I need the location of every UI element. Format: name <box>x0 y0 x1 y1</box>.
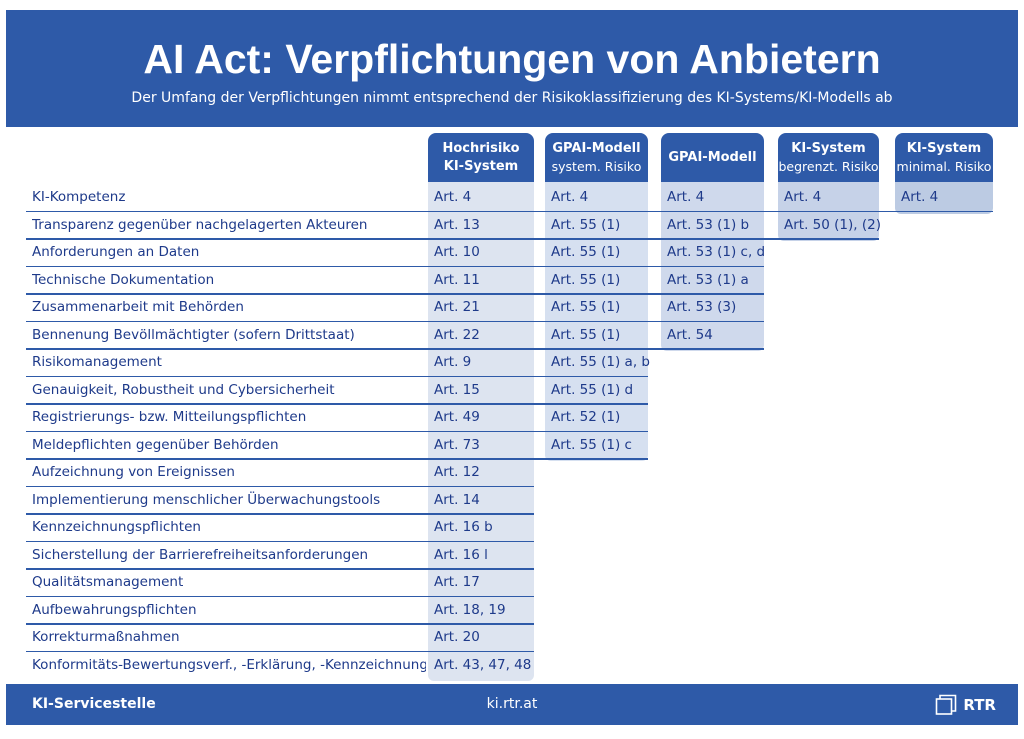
article-cell: Art. 18, 19 <box>434 601 506 618</box>
article-cell: Art. 20 <box>434 629 480 645</box>
row-divider <box>26 238 879 240</box>
article-cell: Art. 55 (1) <box>551 244 621 260</box>
article-cell: Art. 55 (1) <box>551 326 621 343</box>
rtr-logo: RTR <box>935 693 996 716</box>
article-cell: Art. 11 <box>434 271 480 288</box>
page-title: AI Act: Verpflichtungen von Anbietern <box>143 36 881 82</box>
row-label: KI-Kompetenz <box>32 189 126 205</box>
article-cell: Art. 53 (1) c, d <box>667 244 766 260</box>
column-header: Hochrisiko KI-System <box>428 133 534 182</box>
article-cell: Art. 53 (1) b <box>667 216 750 233</box>
article-cell: Art. 12 <box>434 464 480 480</box>
article-cell: Art. 52 (1) <box>551 409 621 425</box>
article-cell: Art. 16 b <box>434 519 493 535</box>
article-cell: Art. 55 (1) <box>551 216 621 233</box>
row-divider <box>26 650 534 652</box>
article-cell: Art. 73 <box>434 436 480 453</box>
row-divider <box>26 458 648 460</box>
row-label: Implementierung menschlicher Überwachung… <box>32 491 381 508</box>
article-cell: Art. 10 <box>434 244 480 260</box>
article-cell: Art. 50 (1), (2) <box>784 216 881 233</box>
row-divider <box>26 320 764 322</box>
column-header-subtitle: KI-System <box>443 158 519 174</box>
article-cell: Art. 53 (1) a <box>667 271 749 288</box>
article-cell: Art. 4 <box>551 189 589 205</box>
row-label: Bennenung Bevöllmächtigter (sofern Dritt… <box>32 326 355 343</box>
page-subtitle: Der Umfang der Verpflichtungen nimmt ent… <box>131 90 893 106</box>
row-divider <box>26 430 648 432</box>
row-divider <box>26 485 534 487</box>
rtr-logo-text: RTR <box>963 695 996 714</box>
footer-bar: KI-Servicestelle ki.rtr.at RTR <box>6 684 1018 725</box>
row-label: Anforderungen an Daten <box>32 244 200 260</box>
article-cell: Art. 55 (1) c <box>551 436 632 453</box>
column-header-title: KI-System <box>791 140 866 156</box>
column-header-title: GPAI-Modell <box>668 149 757 165</box>
column-header: KI-System begrenzt. Risiko <box>778 133 879 182</box>
article-cell: Art. 55 (1) a, b <box>551 354 650 370</box>
column-header: KI-System minimal. Risiko <box>895 133 993 182</box>
article-cell: Art. 55 (1) d <box>551 381 634 398</box>
article-cell: Art. 16 l <box>434 546 488 563</box>
article-cell: Art. 4 <box>784 189 822 205</box>
row-label: Aufzeichnung von Ereignissen <box>32 464 235 480</box>
article-cell: Art. 14 <box>434 491 480 508</box>
row-divider <box>26 595 534 597</box>
row-label: Transparenz gegenüber nachgelagerten Akt… <box>32 216 368 233</box>
rtr-logo-icon <box>936 694 957 715</box>
row-divider <box>26 375 648 377</box>
row-divider <box>26 265 764 267</box>
article-cell: Art. 21 <box>434 299 480 315</box>
column-header-subtitle: minimal. Risiko <box>896 158 992 174</box>
column-header: GPAI-Modell <box>661 133 764 182</box>
footer-url-link[interactable]: ki.rtr.at <box>486 696 538 712</box>
article-cell: Art. 22 <box>434 326 480 343</box>
article-cell: Art. 13 <box>434 216 480 233</box>
column-header-subtitle: system. Risiko <box>551 158 642 174</box>
row-divider <box>26 513 534 515</box>
article-cell: Art. 4 <box>667 189 705 205</box>
row-label: Risikomanagement <box>32 354 162 370</box>
column-header: GPAI-Modell system. Risiko <box>545 133 648 182</box>
row-label: Meldepflichten gegenüber Behörden <box>32 436 279 453</box>
article-cell: Art. 55 (1) <box>551 299 621 315</box>
article-cell: Art. 49 <box>434 409 480 425</box>
row-divider <box>26 623 534 625</box>
column-header-title: Hochrisiko <box>442 140 520 156</box>
row-label: Aufbewahrungspflichten <box>32 601 197 618</box>
article-cell: Art. 4 <box>434 189 472 205</box>
row-label: Kennzeichnungspflichten <box>32 519 201 535</box>
row-divider <box>26 540 534 542</box>
column-background <box>895 182 993 214</box>
row-label: Qualitätsmanagement <box>32 574 184 590</box>
row-divider <box>26 568 534 570</box>
row-label: Sicherstellung der Barrierefreiheitsanfo… <box>32 546 369 563</box>
column-header-subtitle: begrenzt. Risiko <box>778 158 879 174</box>
row-label: Registrierungs- bzw. Mitteilungspflichte… <box>32 409 307 425</box>
article-cell: Art. 53 (3) <box>667 299 737 315</box>
row-label: Konformitäts-Bewertungsverf., -Erklärung… <box>32 656 426 673</box>
footer-org-name: KI-Servicestelle <box>32 696 156 712</box>
column-header-title: GPAI-Modell <box>552 140 641 156</box>
row-divider <box>26 403 648 405</box>
row-label: Zusammenarbeit mit Behörden <box>32 299 244 315</box>
article-cell: Art. 54 <box>667 326 713 343</box>
article-cell: Art. 4 <box>901 189 939 205</box>
row-divider <box>26 293 764 295</box>
row-divider <box>26 210 993 212</box>
article-cell: Art. 15 <box>434 381 480 398</box>
article-cell: Art. 9 <box>434 354 472 370</box>
article-cell: Art. 17 <box>434 574 480 590</box>
column-header-title: KI-System <box>906 140 982 156</box>
header-banner: AI Act: Verpflichtungen von Anbietern De… <box>6 10 1018 127</box>
article-cell: Art. 55 (1) <box>551 271 621 288</box>
row-divider <box>26 348 764 350</box>
row-label: Genauigkeit, Robustheit und Cybersicherh… <box>32 381 335 398</box>
row-label: Technische Dokumentation <box>32 271 215 288</box>
article-cell: Art. 43, 47, 48 <box>434 656 532 673</box>
row-label: Korrekturmaßnahmen <box>32 629 180 645</box>
